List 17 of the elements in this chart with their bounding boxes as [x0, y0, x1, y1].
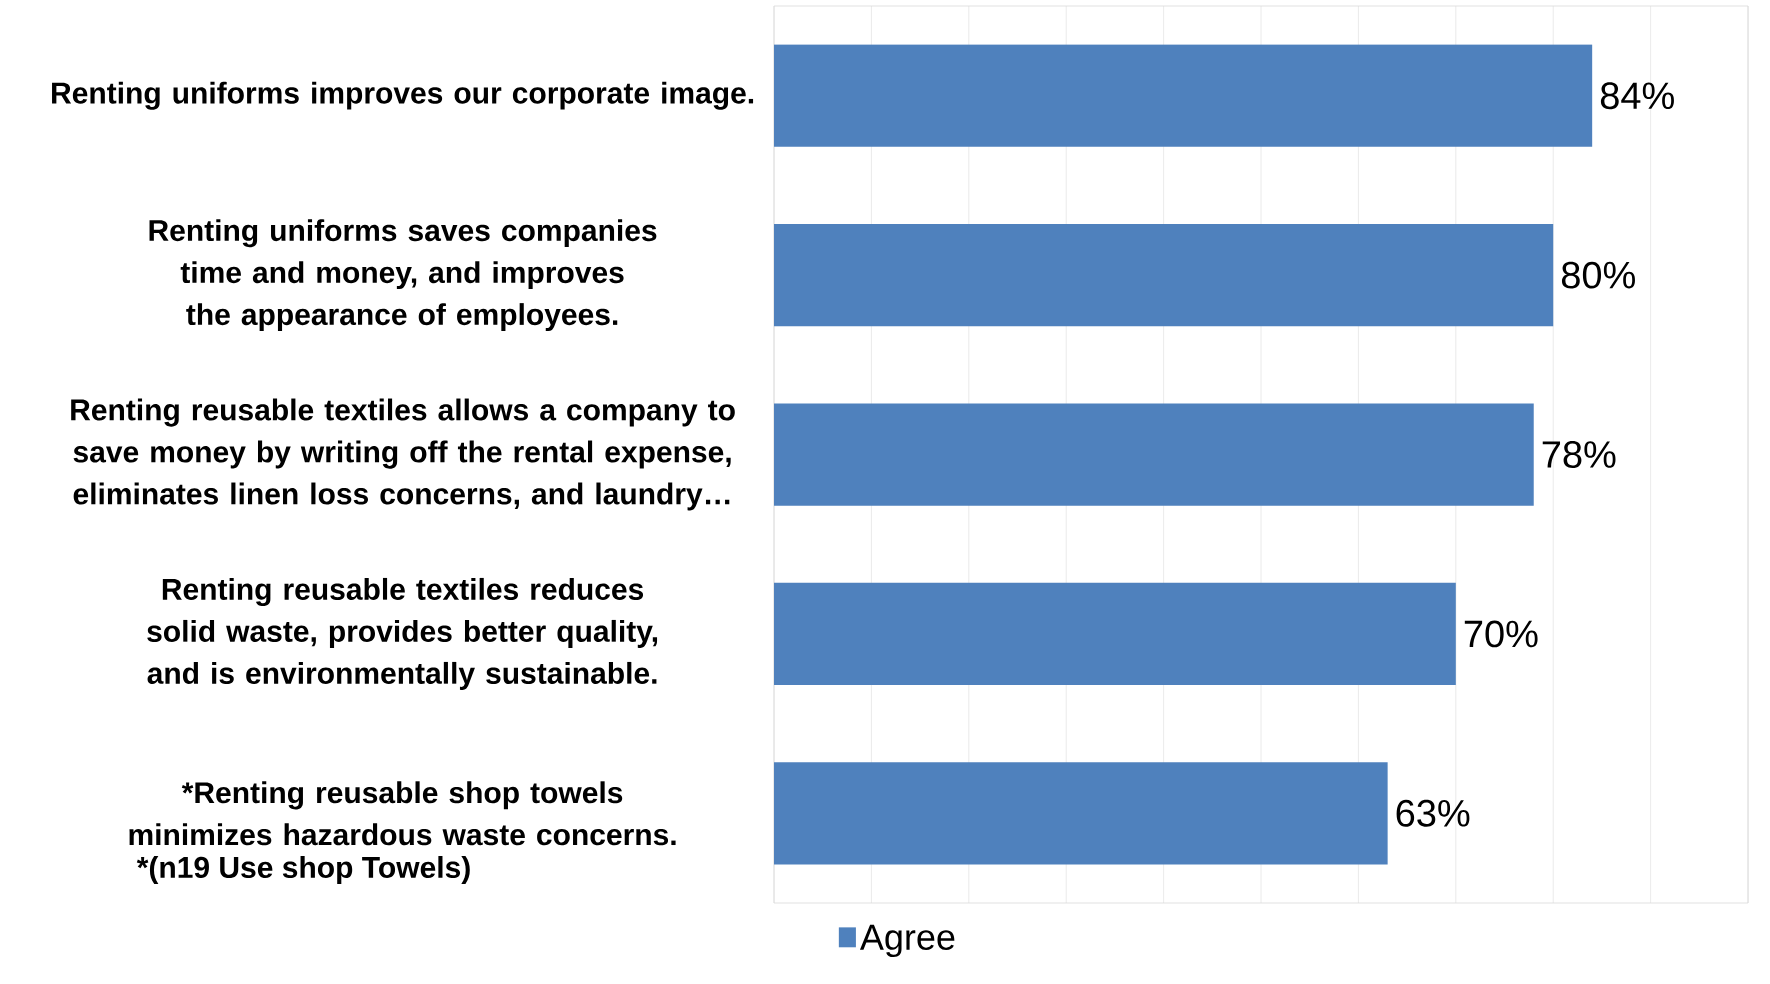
data-label: 70%: [1464, 620, 1538, 648]
bar: [774, 403, 1534, 506]
y-tick-label: Renting reusable textiles allows a company to save money by writing off the rental expense, eliminates linen loss concerns, and laundry…: [71, 398, 735, 511]
bar: [774, 762, 1388, 865]
data-label: 63%: [1396, 799, 1470, 827]
bar: [774, 582, 1456, 686]
data-label: 78%: [1542, 441, 1616, 468]
y-tick-label: Renting reusable textiles reduces solid waste, provides better quality, and is environmentally sustainable.: [147, 577, 658, 690]
legend-label: Agree: [859, 924, 955, 958]
y-tick-label: Renting uniforms saves companies time and money, and improves the appearance of employees.: [149, 219, 657, 332]
y-tick-label: Renting uniforms improves our corporate image.: [52, 81, 754, 110]
data-label: 80%: [1561, 261, 1635, 289]
data-label: 84%: [1600, 82, 1674, 110]
text: *(n19 Use shop Towels): [136, 856, 470, 884]
y-tick-label: *Renting reusable shop towels minimizes hazardous waste concerns.: [129, 781, 676, 846]
bar: [774, 44, 1593, 147]
bar: [774, 223, 1554, 327]
